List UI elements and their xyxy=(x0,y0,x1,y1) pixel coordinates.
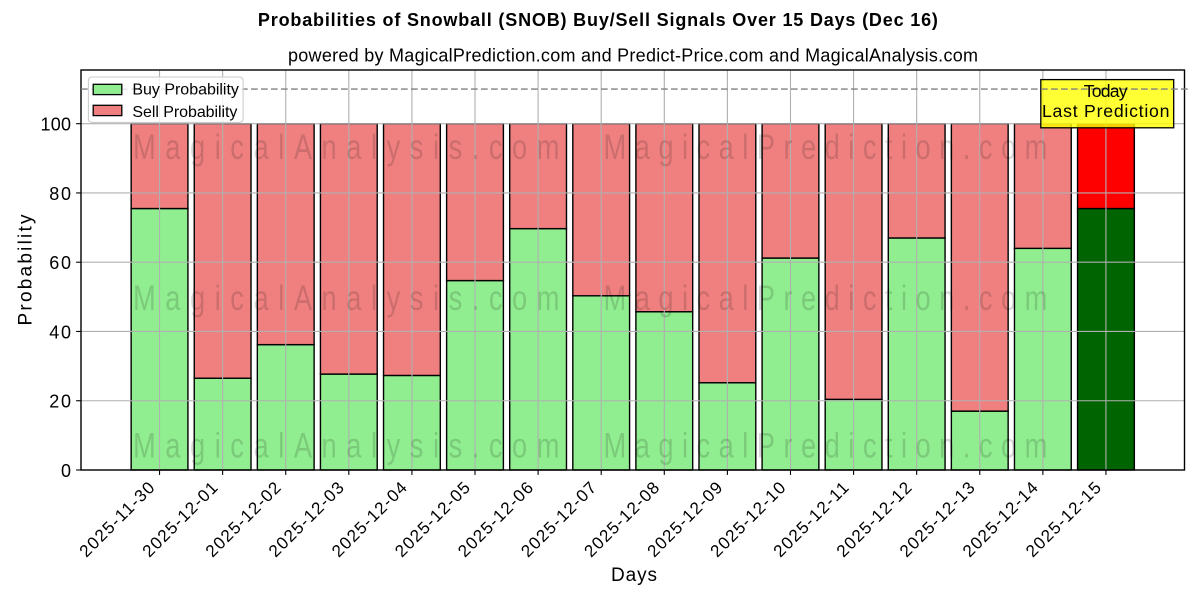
svg-text:100: 100 xyxy=(41,115,72,135)
svg-text:0: 0 xyxy=(61,461,71,481)
svg-text:MagicalAnalysis.com: MagicalAnalysis.com xyxy=(133,128,560,167)
svg-text:MagicalAnalysis.com: MagicalAnalysis.com xyxy=(133,279,560,318)
svg-text:MagicalPrediction.com: MagicalPrediction.com xyxy=(604,128,1048,167)
svg-text:Probability: Probability xyxy=(16,214,37,326)
svg-text:Sell Probability: Sell Probability xyxy=(132,104,237,121)
svg-text:Today: Today xyxy=(1084,81,1128,101)
svg-text:Buy Probability: Buy Probability xyxy=(132,82,239,99)
svg-text:60: 60 xyxy=(49,253,71,273)
svg-text:80: 80 xyxy=(49,184,71,204)
svg-text:Days: Days xyxy=(611,565,657,586)
svg-text:MagicalPrediction.com: MagicalPrediction.com xyxy=(604,426,1048,465)
svg-text:Last Prediction: Last Prediction xyxy=(1042,101,1170,121)
svg-text:powered by MagicalPrediction.c: powered by MagicalPrediction.com and Pre… xyxy=(288,45,978,65)
svg-text:20: 20 xyxy=(49,392,71,412)
svg-text:40: 40 xyxy=(49,322,71,342)
svg-text:MagicalPrediction.com: MagicalPrediction.com xyxy=(604,279,1048,318)
svg-text:MagicalAnalysis.com: MagicalAnalysis.com xyxy=(133,426,560,465)
svg-text:Probabilities of Snowball (SNO: Probabilities of Snowball (SNOB) Buy/Sel… xyxy=(258,10,938,30)
